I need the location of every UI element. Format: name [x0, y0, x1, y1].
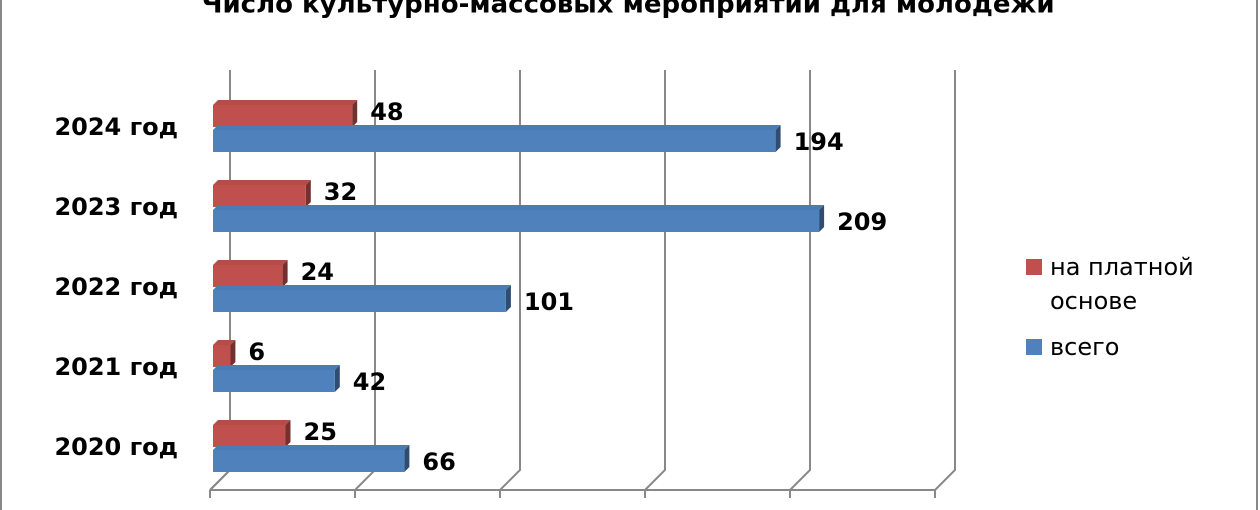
y-tick-label: 2024 год: [54, 113, 178, 141]
data-label: 209: [837, 208, 887, 236]
data-label: 25: [304, 418, 337, 446]
bar-side: [352, 100, 358, 127]
bar-front: [213, 185, 306, 207]
bar-top: [213, 180, 311, 185]
legend-label: на платной основе: [1050, 253, 1194, 315]
y-tick-label: 2023 год: [54, 193, 178, 221]
grid-line: [499, 70, 521, 491]
bar: [213, 285, 511, 312]
chart-title: Число культурно-массовых мероприятий для…: [201, 0, 1054, 20]
data-label: 24: [301, 258, 334, 286]
bar: [213, 340, 236, 367]
bar-top: [213, 340, 236, 345]
bar-side: [334, 365, 340, 392]
data-label: 48: [370, 98, 403, 126]
bar-front: [213, 370, 335, 392]
plot-area: 2020 год 25 66 2021 год 6 42 2022 год 24 101 2023…: [54, 70, 956, 498]
bar: [213, 125, 781, 152]
bar: [213, 420, 291, 447]
grid-line: [789, 70, 811, 491]
y-tick-label: 2021 год: [54, 353, 178, 381]
bar-top: [213, 125, 781, 130]
bar-front: [213, 290, 506, 312]
bar-top: [213, 100, 358, 105]
data-label: 101: [524, 288, 574, 316]
bar: [213, 100, 358, 127]
data-label: 6: [248, 338, 265, 366]
bar: [213, 445, 410, 472]
legend-swatch: [1026, 339, 1042, 355]
bar-side: [404, 445, 410, 472]
bar-top: [213, 420, 291, 425]
grid-line: [934, 70, 956, 491]
bar-side: [505, 285, 511, 312]
bar-front: [213, 210, 820, 232]
bar-top: [213, 445, 410, 450]
bar-front: [213, 130, 776, 152]
y-tick-label: 2022 год: [54, 273, 178, 301]
data-label: 42: [353, 368, 386, 396]
bar-top: [213, 205, 825, 210]
data-label: 66: [422, 448, 455, 476]
bar: [213, 205, 825, 232]
bar-side: [282, 260, 288, 287]
bar-side: [775, 125, 781, 152]
bar: [213, 365, 340, 392]
bar-front: [213, 265, 283, 287]
bar: [213, 180, 311, 207]
data-label: 194: [794, 128, 844, 156]
grid-line: [644, 70, 666, 491]
bar: [213, 260, 288, 287]
bar-front: [213, 345, 231, 367]
bar-front: [213, 450, 405, 472]
bar-top: [213, 365, 340, 370]
data-label: 32: [324, 178, 357, 206]
bar-side: [285, 420, 291, 447]
y-tick-label: 2020 год: [54, 433, 178, 461]
bar-top: [213, 260, 288, 265]
bar-front: [213, 105, 353, 127]
bar-side: [819, 205, 825, 232]
bar-front: [213, 425, 286, 447]
bar-side: [230, 340, 236, 367]
bar-top: [213, 285, 511, 290]
bar-side: [305, 180, 311, 207]
legend-label: всего: [1050, 333, 1120, 361]
legend-swatch: [1026, 259, 1042, 275]
